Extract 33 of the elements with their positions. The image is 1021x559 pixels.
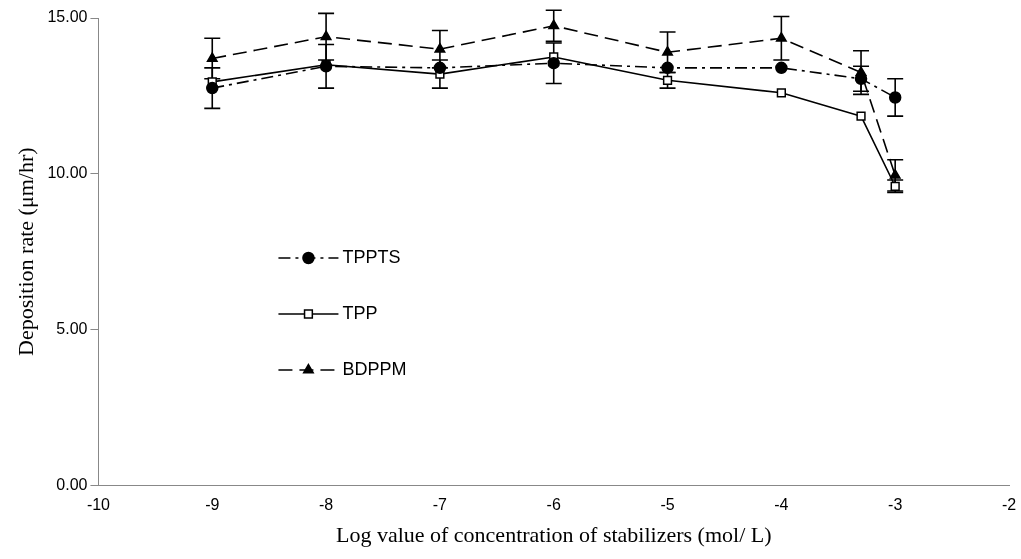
point — [320, 30, 332, 41]
x-tick-label: -3 — [888, 496, 903, 514]
point — [433, 61, 447, 75]
legend-label: TPP — [342, 302, 378, 323]
x-tick-label: -6 — [546, 496, 561, 514]
point — [888, 91, 902, 104]
y-axis-title: Deposition rate (μm/hr) — [12, 147, 38, 356]
point — [776, 88, 786, 98]
x-tick-label: -7 — [432, 496, 448, 514]
x-tick-label: -5 — [660, 496, 675, 514]
y-tick-label: 0.00 — [56, 475, 88, 493]
point — [547, 56, 560, 70]
x-tick-label: -9 — [205, 496, 220, 514]
y-tick-label: 10.00 — [47, 164, 88, 182]
x-tick-label: -4 — [774, 496, 789, 514]
x-tick-label: -10 — [86, 496, 111, 514]
x-axis-title: Log value of concentration of stabilizers (mol/ L) — [335, 521, 772, 547]
point — [775, 32, 787, 42]
point — [548, 19, 560, 30]
legend-label: BDPPM — [342, 358, 407, 379]
point — [775, 61, 788, 75]
point — [661, 61, 674, 75]
point — [206, 81, 219, 95]
x-tick-label: -2 — [1001, 496, 1017, 514]
legend-label: TPPTS — [342, 246, 401, 267]
point — [662, 46, 674, 56]
x-tick-label: -8 — [318, 496, 334, 514]
point — [434, 42, 446, 53]
y-tick-label: 15.00 — [47, 8, 88, 26]
y-tick-label: 5.00 — [56, 320, 88, 338]
point — [889, 169, 901, 179]
point — [856, 111, 866, 121]
point — [206, 52, 218, 63]
